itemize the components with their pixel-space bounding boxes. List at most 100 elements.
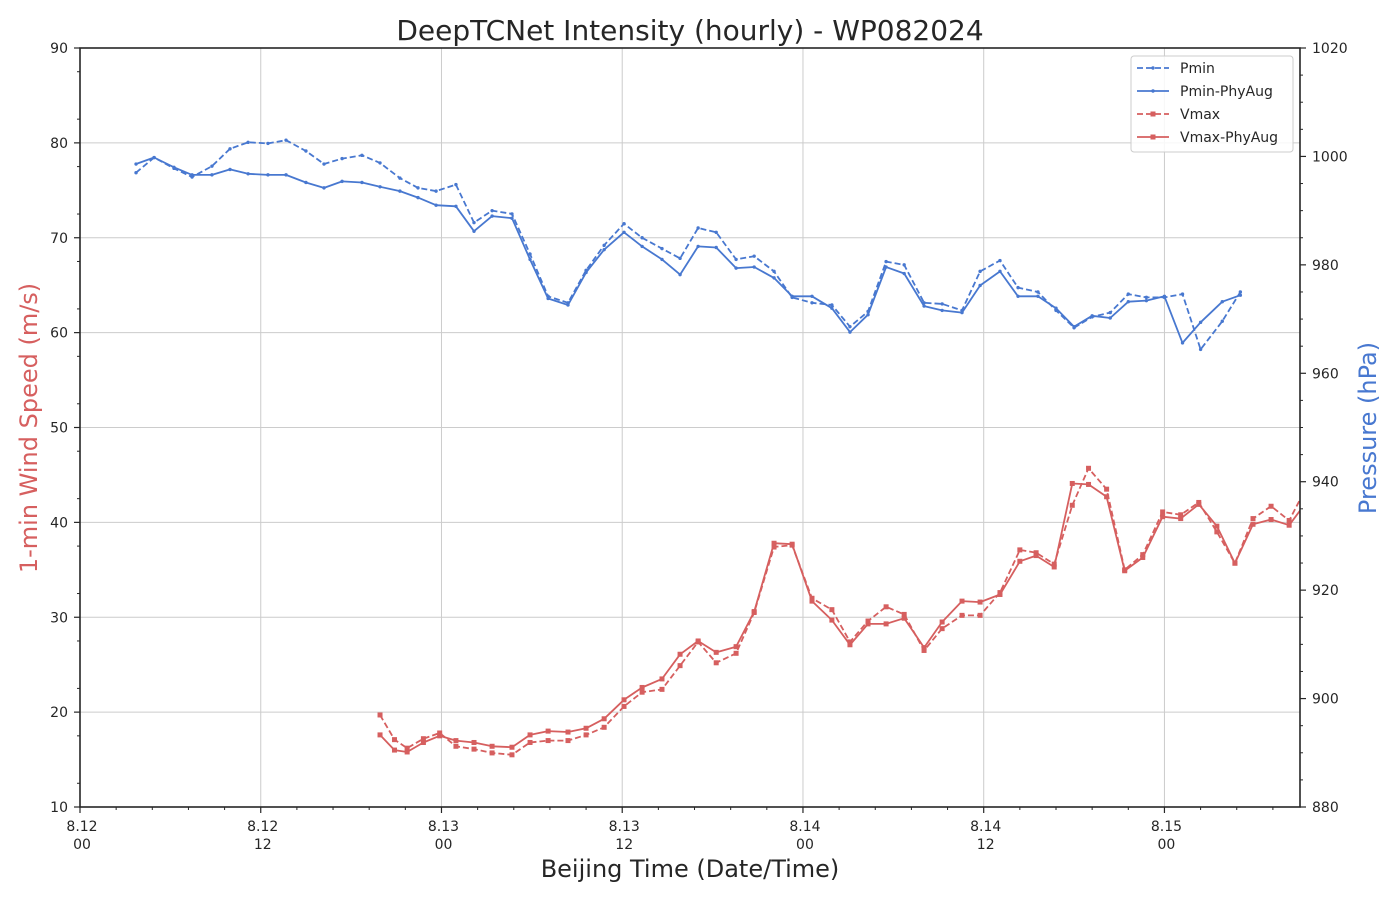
data-point-pmin-phyaug — [1036, 294, 1040, 299]
data-point-pmin — [1144, 295, 1149, 300]
data-point-pmin-phyaug — [510, 216, 514, 220]
data-point-vmax-phyaug — [1321, 517, 1326, 522]
left-axis-tick-label: 30 — [50, 610, 68, 626]
legend-marker-pmin-phyaug — [1151, 89, 1155, 93]
data-point-vmax — [453, 743, 459, 749]
data-point-pmin — [902, 263, 906, 267]
data-point-pmin-phyaug — [584, 270, 588, 275]
data-point-vmax — [1286, 517, 1292, 523]
data-point-vmax-phyaug — [733, 644, 739, 650]
data-point-vmax-phyaug — [771, 540, 777, 546]
legend-label-vmax-phyaug: Vmax-PhyAug — [1180, 130, 1278, 146]
right-axis-tick-label: 960 — [1312, 366, 1339, 382]
data-point-pmin-phyaug — [1220, 300, 1224, 304]
data-point-vmax — [1250, 516, 1256, 522]
x-axis-tick-label-date: 8.14 — [789, 819, 820, 835]
data-point-pmin-phyaug — [1090, 314, 1094, 318]
data-point-vmax — [1178, 512, 1184, 518]
data-point-pmin-phyaug — [1180, 341, 1185, 345]
data-point-vmax-phyaug — [809, 598, 815, 604]
data-point-pmin — [210, 164, 214, 168]
series-line-vmax-phyaug — [379, 482, 1300, 753]
data-point-vmax-phyaug — [1033, 553, 1039, 559]
data-point-pmin — [1036, 290, 1040, 294]
data-point-vmax — [509, 752, 515, 758]
data-point-vmax-phyaug — [659, 676, 665, 682]
data-point-vmax — [404, 745, 410, 751]
data-point-pmin-phyaug — [1072, 324, 1076, 329]
data-point-pmin-phyaug — [714, 245, 718, 250]
x-axis-tick-label-date: 8.12 — [247, 819, 278, 835]
data-point-pmin — [454, 182, 458, 187]
data-point-vmax-phyaug — [453, 738, 459, 744]
data-point-vmax — [377, 712, 383, 718]
data-point-vmax — [1373, 543, 1378, 548]
data-point-pmin-phyaug — [830, 306, 834, 310]
data-point-pmin-phyaug — [978, 283, 982, 288]
data-point-pmin — [1238, 290, 1243, 294]
data-point-vmax — [677, 663, 683, 669]
data-point-vmax — [1086, 465, 1092, 471]
data-point-pmin — [134, 170, 138, 175]
left-axis-tick-label: 50 — [50, 421, 68, 437]
data-point-vmax — [489, 750, 495, 756]
left-axis-tick-label: 60 — [50, 326, 68, 342]
left-axis-tick-label: 70 — [50, 231, 68, 247]
data-point-pmin-phyaug — [902, 271, 906, 276]
x-axis-tick-label-hour: 00 — [1158, 837, 1176, 853]
data-point-vmax — [391, 737, 397, 743]
data-point-vmax — [1391, 528, 1396, 533]
data-point-vmax-phyaug — [939, 619, 945, 625]
data-point-pmin — [622, 221, 626, 226]
data-point-pmin-phyaug — [772, 276, 776, 280]
data-point-vmax-phyaug — [1051, 564, 1057, 570]
data-point-pmin-phyaug — [960, 310, 964, 315]
data-point-pmin — [378, 161, 382, 165]
right-axis-title: Pressure (hPa) — [1354, 342, 1382, 514]
x-axis-tick-label-date: 8.12 — [66, 819, 97, 835]
data-point-pmin-phyaug — [434, 203, 438, 207]
series-lines — [134, 138, 1396, 758]
data-point-vmax — [959, 612, 965, 618]
data-point-pmin — [602, 243, 606, 248]
data-point-pmin — [304, 149, 308, 153]
x-axis-tick-label-hour: 12 — [254, 837, 272, 853]
data-point-pmin — [1108, 310, 1112, 315]
data-point-vmax — [977, 612, 983, 618]
data-point-vmax — [527, 739, 533, 745]
data-point-pmin-phyaug — [360, 180, 364, 185]
x-axis-tick-label-hour: 00 — [796, 837, 814, 853]
data-point-pmin-phyaug — [266, 173, 270, 177]
data-point-vmax — [601, 724, 607, 730]
data-point-pmin-phyaug — [210, 173, 214, 177]
data-point-pmin-phyaug — [1108, 316, 1112, 320]
data-point-vmax — [847, 639, 853, 645]
data-point-pmin-phyaug — [696, 244, 700, 249]
data-point-vmax-phyaug — [1214, 523, 1220, 529]
right-axis-tick-label: 980 — [1312, 258, 1339, 274]
data-point-vmax — [901, 611, 907, 617]
data-point-pmin-phyaug — [678, 272, 682, 277]
data-point-pmin-phyaug — [304, 180, 308, 185]
data-point-vmax — [437, 730, 443, 736]
data-point-pmin-phyaug — [172, 165, 176, 169]
data-point-pmin-phyaug — [190, 173, 194, 177]
data-point-pmin-phyaug — [246, 172, 250, 176]
data-point-vmax-phyaug — [1232, 560, 1238, 566]
data-point-vmax — [865, 618, 871, 624]
data-point-pmin-phyaug — [284, 173, 288, 177]
data-point-pmin — [340, 156, 344, 161]
right-axis-tick-label: 920 — [1312, 583, 1339, 599]
data-point-pmin-phyaug — [322, 186, 326, 190]
data-point-vmax-phyaug — [977, 599, 983, 605]
legend-label-pmin-phyaug: Pmin-PhyAug — [1180, 84, 1273, 100]
data-point-pmin-phyaug — [152, 155, 156, 160]
data-point-vmax-phyaug — [621, 697, 627, 703]
data-point-vmax-phyaug — [789, 541, 795, 547]
left-axis-tick-label: 10 — [50, 800, 68, 816]
data-point-pmin-phyaug — [378, 185, 382, 189]
data-point-pmin-phyaug — [546, 296, 550, 301]
data-point-vmax-phyaug — [1086, 481, 1092, 487]
